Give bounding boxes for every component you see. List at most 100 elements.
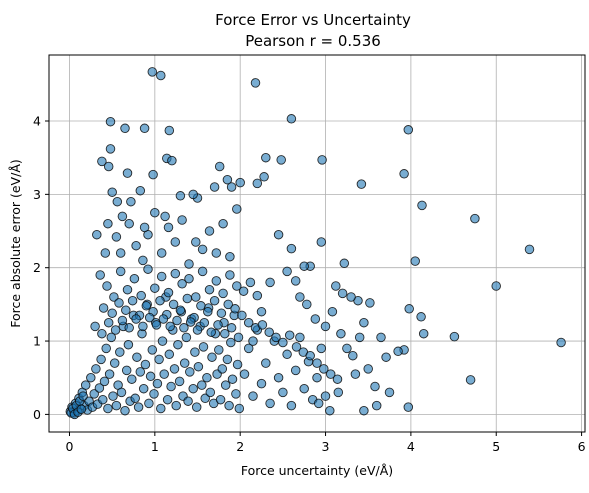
- scatter-point: [320, 391, 331, 401]
- scatter-point: [123, 339, 134, 350]
- scatter-point: [232, 204, 242, 214]
- scatter-point: [175, 305, 186, 315]
- scatter-point: [197, 244, 208, 255]
- scatter-point: [365, 298, 375, 308]
- scatter-point: [145, 371, 156, 382]
- scatter-point: [403, 402, 414, 412]
- scatter-point: [126, 196, 136, 207]
- scatter-point: [90, 321, 100, 332]
- scatter-point: [291, 342, 302, 352]
- scatter-point: [91, 364, 101, 374]
- scatter-point: [205, 387, 216, 398]
- scatter-point: [217, 364, 228, 374]
- scatter-point: [175, 191, 186, 201]
- scatter-point: [320, 321, 331, 332]
- scatter-point: [122, 168, 133, 178]
- scatter-point: [257, 320, 268, 330]
- scatter-point: [197, 266, 208, 277]
- scatter-point: [174, 376, 185, 387]
- scatter-point: [286, 114, 297, 124]
- scatter-point: [98, 303, 109, 313]
- plot-frame: [48, 54, 586, 433]
- scatter-point: [98, 394, 108, 405]
- scatter-point: [111, 232, 122, 242]
- scatter-point: [225, 251, 235, 262]
- scatter-point: [117, 211, 128, 222]
- scatter-point: [256, 306, 267, 317]
- scatter-point: [184, 273, 194, 284]
- scatter-point: [243, 343, 254, 354]
- scatter-point: [346, 292, 356, 302]
- scatter-point: [299, 261, 309, 271]
- x-tick-label: 2: [236, 439, 244, 454]
- scatter-point: [350, 369, 361, 379]
- scatter-point: [354, 332, 365, 343]
- scatter-point: [226, 323, 237, 333]
- scatter-point: [97, 328, 107, 339]
- scatter-point: [101, 343, 111, 354]
- scatter-point: [163, 287, 174, 298]
- scatter-point: [470, 213, 480, 224]
- scatter-point: [333, 387, 344, 398]
- scatter-point: [144, 398, 154, 409]
- scatter-point: [250, 78, 261, 88]
- scatter-point: [313, 398, 324, 409]
- scatter-point: [416, 312, 426, 322]
- scatter-point: [491, 281, 501, 291]
- scatter-point: [206, 327, 216, 337]
- scatter-point: [172, 315, 182, 326]
- scatter-point: [224, 400, 234, 411]
- scatter-point: [184, 259, 194, 269]
- scatter-point: [261, 152, 271, 163]
- scatter-point: [245, 277, 256, 288]
- scatter-point: [160, 211, 170, 222]
- scatter-point: [204, 284, 215, 295]
- scatter-point: [131, 240, 141, 251]
- ticks-layer: 0 1 2 3 4 5 6 0 1 2 3 4: [33, 114, 586, 454]
- scatter-point: [136, 290, 146, 301]
- scatter-point: [106, 332, 117, 343]
- scatter-point: [120, 405, 130, 416]
- scatter-point: [135, 185, 146, 196]
- scatter-point: [188, 383, 198, 394]
- scatter-point: [141, 301, 152, 311]
- scatter-point: [94, 383, 105, 393]
- scatter-point: [155, 295, 165, 306]
- scatter-point: [239, 369, 250, 379]
- scatter-point: [233, 332, 244, 343]
- scatter-point: [248, 391, 258, 401]
- scatter-point: [156, 248, 167, 258]
- scatter-point: [230, 304, 240, 314]
- scatter-point: [337, 288, 348, 299]
- scatter-point: [243, 317, 254, 328]
- scatter-point: [170, 268, 181, 279]
- scatter-point: [97, 156, 107, 167]
- scatter-point: [220, 328, 230, 339]
- scatter-point: [316, 237, 327, 247]
- scatter-point: [193, 361, 204, 372]
- scatter-point: [103, 161, 114, 172]
- scatter-point: [410, 256, 420, 266]
- scatter-point: [151, 320, 162, 330]
- scatter-point: [124, 323, 134, 333]
- scatter-point: [166, 381, 176, 392]
- scatter-point: [259, 172, 269, 182]
- scatter-point: [104, 369, 115, 379]
- scatter-point: [465, 375, 476, 385]
- scatter-point: [202, 372, 212, 383]
- scatter-point: [158, 314, 169, 324]
- scatter-point: [152, 378, 163, 389]
- scatter-point: [129, 273, 140, 284]
- scatter-point: [111, 400, 122, 411]
- scatter-point: [256, 378, 267, 389]
- scatter-point: [273, 372, 284, 383]
- scatter-point: [191, 402, 202, 412]
- scatter-point: [147, 67, 158, 77]
- scatter-point: [179, 358, 190, 368]
- scatter-point: [234, 403, 245, 414]
- scatter-point: [127, 295, 138, 306]
- scatter-point: [316, 343, 327, 354]
- scatter-point: [336, 328, 346, 339]
- scatter-point: [222, 174, 233, 185]
